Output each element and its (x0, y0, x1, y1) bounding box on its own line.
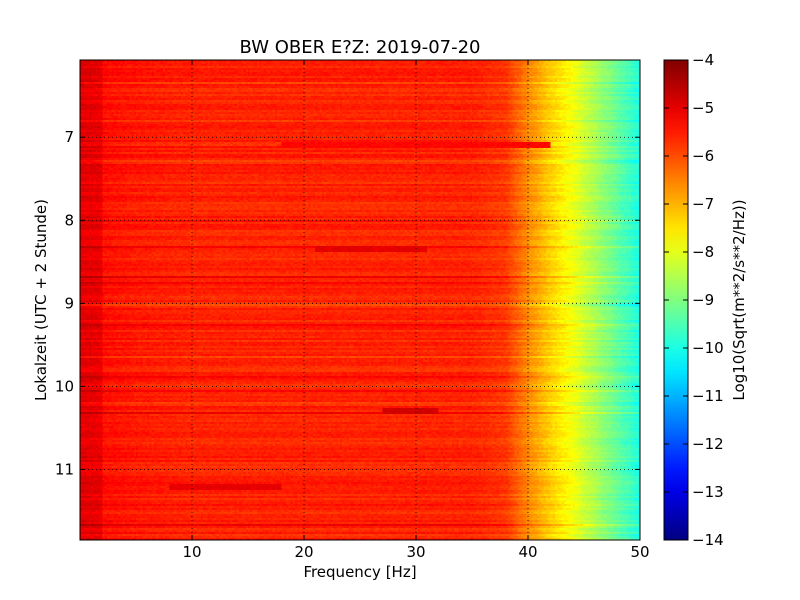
colorbar-tick-label: −11 (692, 387, 724, 405)
colorbar-tick-label: −12 (692, 435, 724, 453)
y-tick-label: 10 (55, 377, 74, 395)
y-tick-label: 7 (64, 128, 74, 146)
colorbar-tick-label: −6 (692, 147, 714, 165)
x-tick-label: 30 (406, 543, 425, 561)
colorbar-tick-label: −5 (692, 99, 714, 117)
colorbar-tick-label: −14 (692, 531, 724, 549)
colorbar-label: Log10(Sqrt(m**2/s**2/Hz)) (730, 199, 748, 400)
colorbar-tick-label: −13 (692, 483, 724, 501)
x-axis-label: Frequency [Hz] (303, 563, 416, 581)
colorbar-tick-label: −7 (692, 195, 714, 213)
plot-frame (79, 59, 641, 541)
x-tick-label: 20 (294, 543, 313, 561)
spectrogram-heatmap (80, 60, 640, 540)
y-tick-label: 9 (64, 294, 74, 312)
chart-title: BW OBER E?Z: 2019-07-20 (240, 37, 481, 58)
colorbar-tick-label: −4 (692, 51, 714, 69)
y-tick-label: 8 (64, 211, 74, 229)
y-tick-label: 11 (55, 460, 74, 478)
x-axis-ticks: 10 20 30 40 50 (182, 60, 650, 561)
y-axis-label: Lokalzeit (UTC + 2 Stunde) (32, 199, 50, 401)
heatmap-cells (80, 60, 640, 540)
colorbar-tick-label: −10 (692, 339, 724, 357)
colorbar-ticks: −4 −5 −6 −7 −8 −9 −10 −11 −12 −13 −14 (664, 51, 724, 549)
colorbar-tick-label: −8 (692, 243, 714, 261)
x-tick-label: 10 (182, 543, 201, 561)
y-axis-ticks: 7 8 9 10 11 (55, 128, 640, 478)
x-tick-label: 40 (518, 543, 537, 561)
x-tick-label: 50 (630, 543, 649, 561)
colorbar-tick-label: −9 (692, 291, 714, 309)
